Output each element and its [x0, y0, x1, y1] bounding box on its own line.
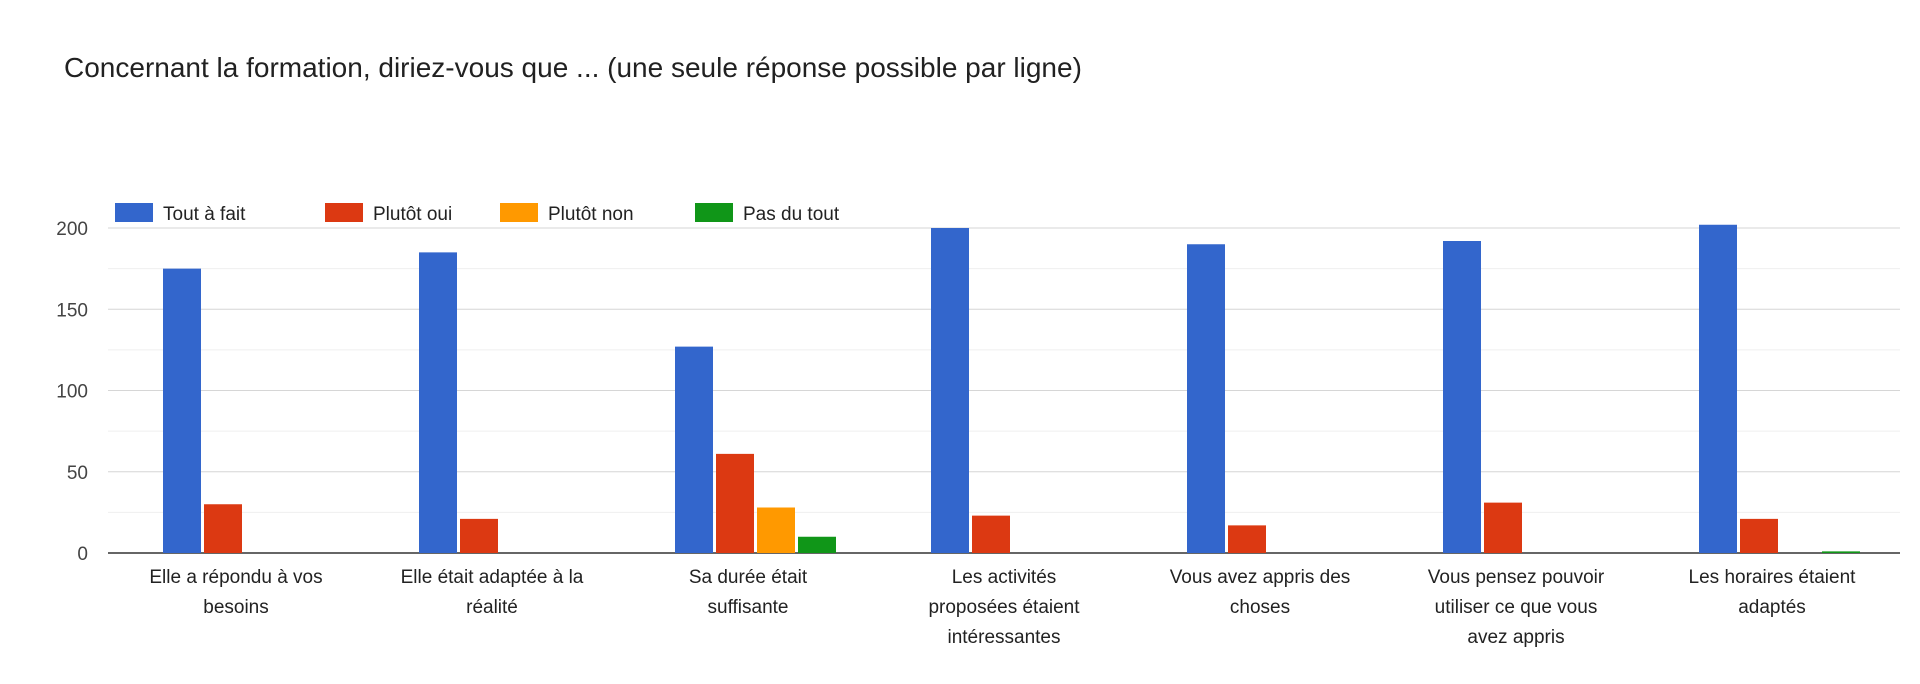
- x-category-label: intéressantes: [947, 627, 1060, 648]
- x-category-label: Les activités: [952, 567, 1057, 588]
- bar: [1443, 241, 1481, 553]
- legend-label: Pas du tout: [743, 204, 840, 225]
- bar: [1699, 224, 1737, 553]
- x-category-label: besoins: [203, 597, 269, 618]
- y-tick-label: 200: [56, 219, 88, 240]
- bar: [798, 536, 836, 553]
- x-category-label: adaptés: [1738, 597, 1806, 618]
- bar: [972, 515, 1010, 553]
- legend-swatch: [500, 203, 538, 222]
- bar: [1228, 525, 1266, 553]
- bar: [163, 268, 201, 553]
- legend-swatch: [115, 203, 153, 222]
- bar: [716, 453, 754, 553]
- x-category-label: Vous pensez pouvoir: [1428, 567, 1605, 588]
- bar: [1740, 518, 1778, 553]
- y-tick-label: 150: [56, 300, 88, 321]
- x-category-label: Vous avez appris des: [1170, 567, 1351, 588]
- x-category-label: proposées étaient: [928, 597, 1080, 618]
- x-category-label: réalité: [466, 597, 518, 618]
- y-axis: 0 50 100 150 200: [56, 219, 88, 565]
- bar: [460, 518, 498, 553]
- bar: [204, 504, 242, 553]
- legend-swatch: [695, 203, 733, 222]
- chart-title: Concernant la formation, diriez-vous que…: [64, 52, 1082, 83]
- legend-label: Tout à fait: [163, 204, 246, 225]
- x-category-label: Elle a répondu à vos: [149, 567, 322, 588]
- legend-swatch: [325, 203, 363, 222]
- y-tick-label: 100: [56, 382, 88, 403]
- bar: [757, 507, 795, 553]
- bar: [1187, 244, 1225, 553]
- y-tick-label: 50: [67, 463, 88, 484]
- legend-label: Plutôt oui: [373, 204, 452, 225]
- legend-label: Plutôt non: [548, 204, 634, 225]
- x-category-label: choses: [1230, 597, 1290, 618]
- legend: Tout à fait Plutôt oui Plutôt non Pas du to…: [115, 203, 840, 225]
- x-category-label: suffisante: [708, 597, 789, 618]
- bars: [163, 224, 1860, 553]
- bar: [675, 346, 713, 553]
- x-axis-labels: Elle a répondu à vos besoins Elle était ad…: [149, 567, 1856, 648]
- y-tick-label: 0: [77, 544, 88, 565]
- x-category-label: Les horaires étaient: [1689, 567, 1857, 588]
- x-category-label: Elle était adaptée à la: [401, 567, 584, 588]
- bar: [931, 228, 969, 553]
- bar: [1484, 502, 1522, 553]
- gridlines: [108, 227, 1900, 554]
- x-category-label: Sa durée était: [689, 567, 808, 588]
- bar: [1822, 551, 1860, 553]
- bar: [419, 252, 457, 553]
- x-category-label: utiliser ce que vous: [1435, 597, 1598, 618]
- x-category-label: avez appris: [1467, 627, 1564, 648]
